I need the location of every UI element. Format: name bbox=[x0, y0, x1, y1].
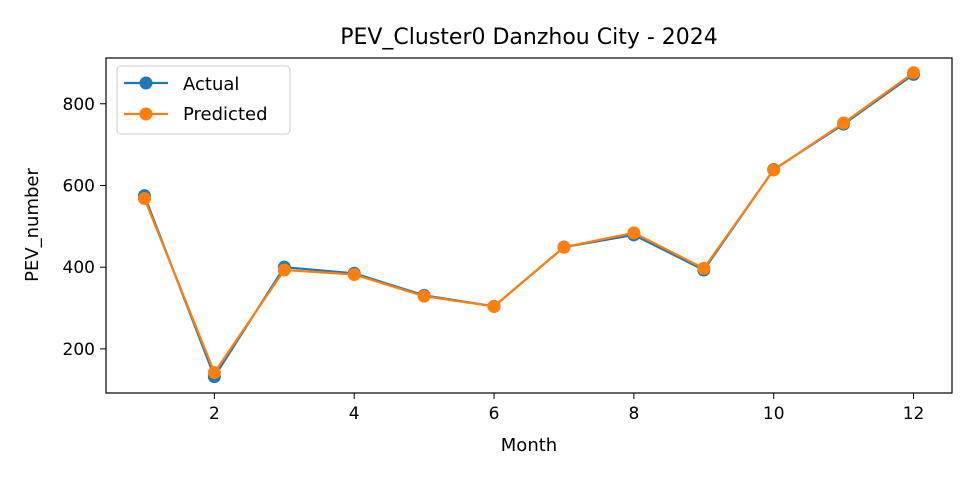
data-point-predicted bbox=[837, 116, 851, 130]
data-point-predicted bbox=[697, 261, 711, 275]
y-axis-label: PEV_number bbox=[22, 168, 43, 282]
data-point-predicted bbox=[907, 66, 921, 80]
data-point-predicted bbox=[137, 192, 151, 206]
x-axis-ticks: 2 4 6 8 10 12 bbox=[209, 393, 924, 424]
x-tick-label: 4 bbox=[349, 404, 360, 424]
y-tick-label: 400 bbox=[63, 258, 95, 278]
data-point-predicted bbox=[207, 366, 221, 380]
legend-predicted-marker bbox=[139, 107, 153, 121]
legend-predicted-label: Predicted bbox=[183, 104, 268, 125]
legend: Actual Predicted bbox=[116, 65, 291, 135]
x-tick-label: 12 bbox=[903, 404, 925, 424]
data-point-predicted bbox=[767, 163, 781, 177]
x-tick-label: 2 bbox=[209, 404, 220, 424]
x-axis-label: Month bbox=[501, 435, 557, 456]
data-point-predicted bbox=[557, 240, 571, 254]
y-tick-label: 600 bbox=[63, 176, 95, 196]
data-point-predicted bbox=[417, 289, 431, 303]
data-point-predicted bbox=[347, 268, 361, 282]
chart-title: PEV_Cluster0 Danzhou City - 2024 bbox=[340, 25, 718, 50]
y-axis-ticks: 200 400 600 800 bbox=[63, 95, 106, 360]
series-layer bbox=[137, 66, 921, 384]
x-tick-label: 10 bbox=[763, 404, 785, 424]
y-tick-label: 800 bbox=[63, 95, 95, 115]
series-line-predicted bbox=[143, 71, 915, 374]
legend-actual-label: Actual bbox=[183, 74, 239, 95]
plot-frame bbox=[105, 57, 953, 394]
data-point-predicted bbox=[627, 226, 641, 240]
data-point-predicted bbox=[487, 299, 501, 313]
y-tick-label: 200 bbox=[63, 340, 95, 360]
x-tick-label: 6 bbox=[489, 404, 500, 424]
legend-actual-marker bbox=[139, 76, 153, 90]
x-tick-label: 8 bbox=[628, 404, 639, 424]
data-point-predicted bbox=[277, 263, 291, 277]
